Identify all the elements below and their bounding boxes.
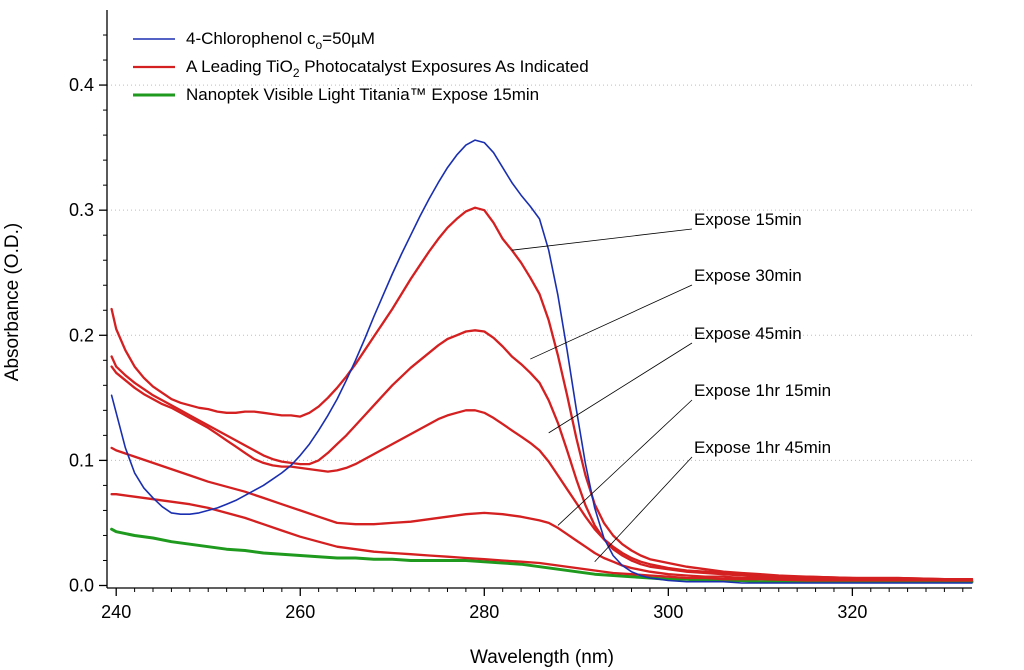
series-line-2: [110, 329, 974, 581]
y-tick-label: 0.1: [69, 450, 94, 470]
y-tick-label: 0.3: [69, 200, 94, 220]
x-tick-label: 260: [285, 602, 315, 622]
y-tick-label: 0.0: [69, 575, 94, 595]
annotation-leader: [548, 342, 693, 434]
series-line-3: [110, 365, 974, 581]
annotation-label: Expose 45min: [694, 324, 802, 343]
y-tick-label: 0.2: [69, 325, 94, 345]
x-tick-label: 320: [837, 602, 867, 622]
annotation-label: Expose 15min: [694, 210, 802, 229]
legend: 4-Chlorophenol co=50µM A Leading TiO2 Pho…: [133, 29, 589, 104]
x-tick-label: 240: [101, 602, 131, 622]
series-line-4: [110, 446, 974, 582]
y-axis-title: Absorbance (O.D.): [2, 223, 23, 381]
annotations: Expose 15min Expose 30min Expose 45min Expo…: [511, 210, 831, 562]
series-line-5: [110, 493, 974, 582]
y-tick-label: 0.4: [69, 75, 94, 95]
series-lines: [110, 139, 974, 584]
series-line-1: [110, 206, 974, 581]
x-tick-label: 300: [653, 602, 683, 622]
legend-label: 4-Chlorophenol co=50µM: [186, 29, 375, 52]
legend-label: A Leading TiO2 Photocatalyst Exposures A…: [186, 57, 589, 80]
annotation-leader: [530, 284, 693, 360]
series-line-6: [110, 527, 974, 584]
annotation-label: Expose 30min: [694, 266, 802, 285]
axes: 0.0 0.1 0.2 0.3 0.4 240 260 280 300 320: [69, 10, 972, 622]
series-line-0: [110, 139, 973, 584]
x-axis-title: Wavelength (nm): [470, 647, 614, 668]
x-tick-label: 280: [469, 602, 499, 622]
gridlines: [107, 84, 972, 461]
legend-label: Nanoptek Visible Light Titania™ Expose 1…: [186, 85, 539, 104]
annotation-leader: [511, 228, 693, 251]
annotation-leader: [594, 456, 693, 562]
annotation-leader: [557, 399, 693, 526]
annotation-label: Expose 1hr 15min: [694, 381, 831, 400]
annotation-label: Expose 1hr 45min: [694, 438, 831, 457]
